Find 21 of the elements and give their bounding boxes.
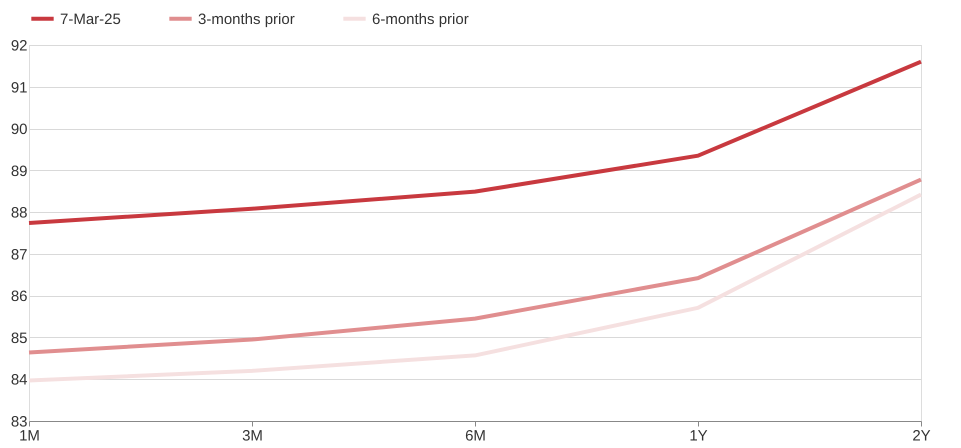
y-tick-label: 89 [10,162,28,180]
line-series [27,192,923,382]
x-tick-label: 2Y [912,428,931,444]
y-tick-label: 86 [10,288,28,306]
legend-label: 7-Mar-25 [60,10,121,28]
line-series [27,60,923,225]
y-tick-label: 83 [10,414,28,430]
y-tick-label: 85 [10,330,28,347]
x-tick-label: 1Y [689,428,708,444]
y-tick-label: 92 [10,38,28,54]
line-series [27,178,923,354]
x-tick-label: 1M [19,428,40,444]
legend-label: 6-months prior [372,10,469,28]
y-tick-label: 84 [10,372,28,389]
x-tick-label: 6M [465,428,486,444]
y-tick-label: 87 [10,246,28,264]
y-tick-label: 91 [10,79,28,96]
y-tick-label: 88 [10,204,28,222]
legend-label: 3-months prior [198,10,295,28]
y-tick-label: 90 [10,121,28,138]
x-tick-label: 3M [242,428,263,444]
